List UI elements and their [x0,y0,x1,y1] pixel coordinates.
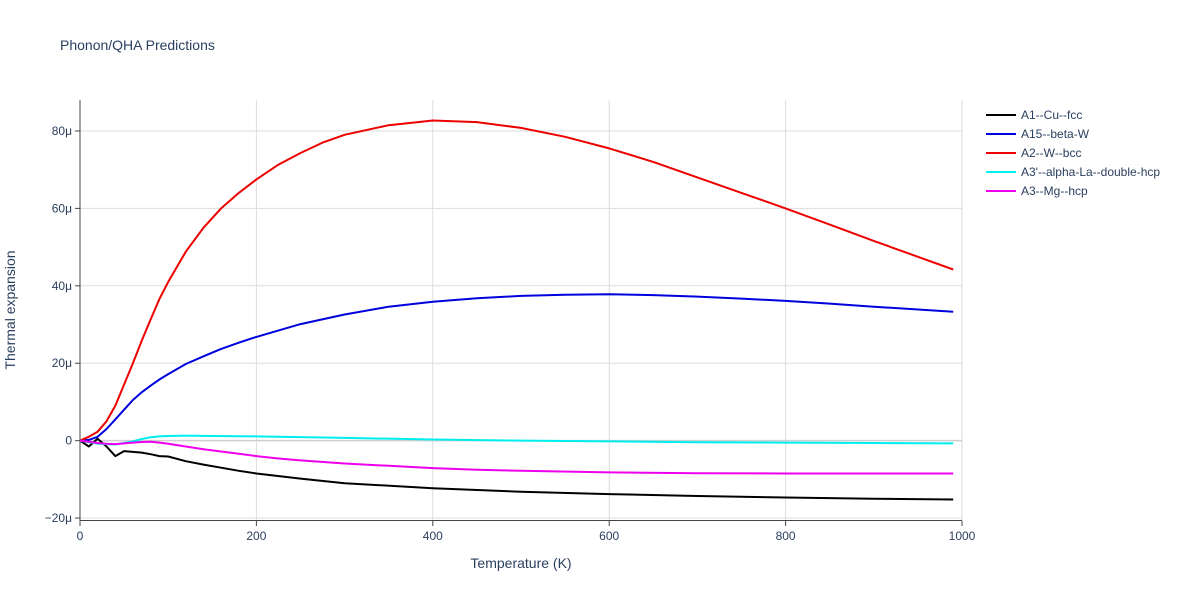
legend-label: A3--Mg--hcp [1021,184,1088,198]
y-axis-ticks: −20μ 0 20μ 40μ 60μ 80μ [45,124,80,525]
series-line-a3-alpha-la-double-hcp [79,434,954,446]
y-tick-label: 80μ [52,124,72,138]
series-line-a15-beta-w [79,293,954,442]
y-tick-label: 0 [65,434,72,448]
x-tick-label: 200 [246,529,266,543]
legend-label: A1--Cu--fcc [1021,108,1082,122]
legend-label: A2--W--bcc [1021,146,1081,160]
axes [79,100,962,521]
x-axis-ticks: 0 200 400 600 800 1000 [77,521,976,543]
y-tick-label: 40μ [52,279,72,293]
series-group [79,119,954,501]
series-line-a2-w-bcc [79,119,954,442]
x-tick-label: 600 [599,529,619,543]
y-axis-title: Thermal expansion [2,250,18,369]
legend-label: A3'--alpha-La--double-hcp [1021,165,1160,179]
x-tick-label: 400 [423,529,443,543]
x-axis-title: Temperature (K) [470,555,571,571]
x-tick-label: 800 [776,529,796,543]
x-tick-label: 0 [77,529,84,543]
y-tick-label: −20μ [45,511,72,525]
x-tick-label: 1000 [949,529,976,543]
y-tick-label: 20μ [52,356,72,370]
y-tick-label: 60μ [52,201,72,215]
legend-label: A15--beta-W [1021,127,1090,141]
legend: A1--Cu--fcc A15--beta-W A2--W--bcc A3'--alp… [986,108,1160,198]
chart-title: Phonon/QHA Predictions [60,37,215,53]
series-line-a3-mg-hcp [79,439,954,475]
series-line-a1-cu-fcc [79,437,954,501]
grid [80,100,963,520]
